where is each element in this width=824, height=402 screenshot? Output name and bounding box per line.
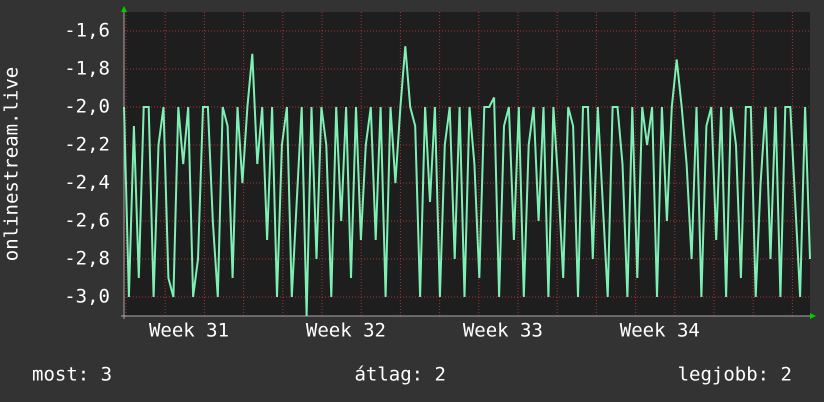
x-axis-arrow — [810, 313, 816, 319]
y-axis-arrow — [121, 6, 127, 12]
data-line — [123, 46, 811, 317]
y-tick-label: -2,2 — [64, 134, 110, 156]
y-tick-label: -2,4 — [64, 172, 110, 194]
footer-average: átlag: 2 — [354, 364, 446, 386]
y-tick-label: -2,8 — [64, 248, 110, 270]
y-tick-label: -2,6 — [64, 210, 110, 232]
y-axis-label: onlinestream.live — [1, 67, 23, 261]
footer-current: most: 3 — [32, 364, 112, 386]
x-tick-label: Week 34 — [620, 320, 700, 342]
footer-best: legjobb: 2 — [678, 364, 792, 386]
x-tick-label: Week 33 — [463, 320, 543, 342]
y-tick-label: -1,6 — [64, 20, 110, 42]
y-tick-label: -2,0 — [64, 96, 110, 118]
y-tick-label: -1,8 — [64, 58, 110, 80]
x-tick-label: Week 32 — [306, 320, 386, 342]
plot-layer: -1,6 -1,8 -2,0 -2,2 -2,4 -2,6 -2,8 -3,0 Week 31 W… — [64, 12, 811, 342]
y-tick-label: -3,0 — [64, 286, 110, 308]
x-tick-label: Week 31 — [149, 320, 229, 342]
